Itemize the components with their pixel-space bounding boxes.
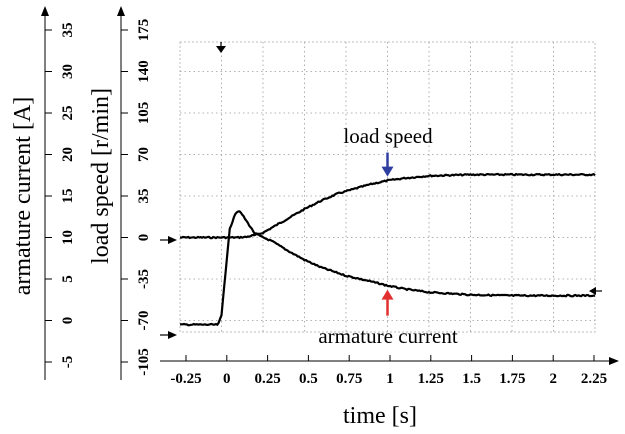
current-axis-label: armature current [A]	[10, 97, 36, 296]
current-axis-arrow	[41, 6, 49, 16]
reference-markers	[160, 42, 602, 339]
speed-tick-label: 105	[136, 102, 152, 125]
trigger-marker-icon	[216, 46, 226, 53]
speed-ticks: -105 -70 -35 0 35 70 105 140 175	[121, 19, 152, 376]
x-tick-label: 0.75	[336, 371, 362, 387]
current-tick-label: -5	[60, 356, 76, 369]
current-tick-label: 0	[60, 317, 76, 325]
speed-tick-label: 175	[136, 19, 152, 42]
speed-tick-label: 35	[136, 189, 152, 204]
speed-axis-label: load speed [r/min]	[88, 88, 114, 264]
x-tick-label: 0.25	[254, 371, 280, 387]
trace-level-marker-icon	[589, 287, 596, 295]
load-speed-annotation: load speed	[343, 124, 433, 148]
speed-tick-label: 0	[136, 234, 152, 242]
armature-current-annotation: armature current	[318, 324, 457, 348]
load-speed-arrow-head	[381, 166, 394, 177]
speed-axis: -105 -70 -35 0 35 70 105 140 175	[117, 6, 152, 380]
traces	[179, 172, 596, 327]
load-speed-arrow-icon	[381, 152, 394, 177]
x-tick-label: 1.5	[462, 371, 481, 387]
x-tick-label: 2	[549, 371, 557, 387]
plot-frame	[179, 41, 596, 333]
current-ticks: -5 0 5 10 15 20 25 30 35	[45, 23, 76, 369]
x-tick-label: 0	[223, 371, 231, 387]
x-tick-label: 1.75	[499, 371, 525, 387]
load-speed-trace	[179, 172, 596, 240]
speed-axis-arrow	[117, 6, 125, 16]
armature-current-arrow-icon	[381, 289, 394, 316]
current-zero-marker-icon	[168, 331, 177, 339]
armature-current-trace	[179, 210, 595, 327]
current-tick-label: 5	[60, 275, 76, 283]
x-axis: -0.25 0 0.25 0.5 0.75 1 1.25 1.5 1.75 2 2.25	[160, 355, 619, 387]
armature-current-arrow-head	[381, 289, 394, 300]
current-axis: -5 0 5 10 15 20 25 30 35	[41, 6, 76, 380]
x-tick-label: 1.25	[418, 371, 444, 387]
x-tick-label: 1	[386, 371, 394, 387]
speed-tick-label: -70	[136, 311, 152, 331]
x-axis-label: time [s]	[343, 403, 417, 429]
x-tick-label: -0.25	[170, 371, 201, 387]
x-tick-label: 2.25	[581, 371, 607, 387]
speed-zero-marker-icon	[168, 236, 177, 244]
speed-tick-label: -35	[136, 269, 152, 289]
plot-area	[179, 41, 596, 333]
x-tick-label: 0.5	[299, 371, 318, 387]
speed-tick-label: -105	[136, 348, 152, 376]
x-ticks: -0.25 0 0.25 0.5 0.75 1 1.25 1.5 1.75 2 2.25	[170, 355, 607, 387]
current-tick-label: 35	[60, 23, 76, 38]
current-tick-label: 30	[60, 64, 76, 79]
grid	[180, 42, 595, 332]
x-axis-arrow	[609, 357, 619, 365]
speed-tick-label: 140	[136, 60, 152, 83]
current-tick-label: 25	[60, 106, 76, 121]
current-tick-label: 20	[60, 147, 76, 162]
current-tick-label: 15	[60, 189, 76, 204]
annotations: load speed armature current	[318, 124, 457, 348]
speed-tick-label: 70	[136, 147, 152, 162]
current-tick-label: 10	[60, 230, 76, 245]
